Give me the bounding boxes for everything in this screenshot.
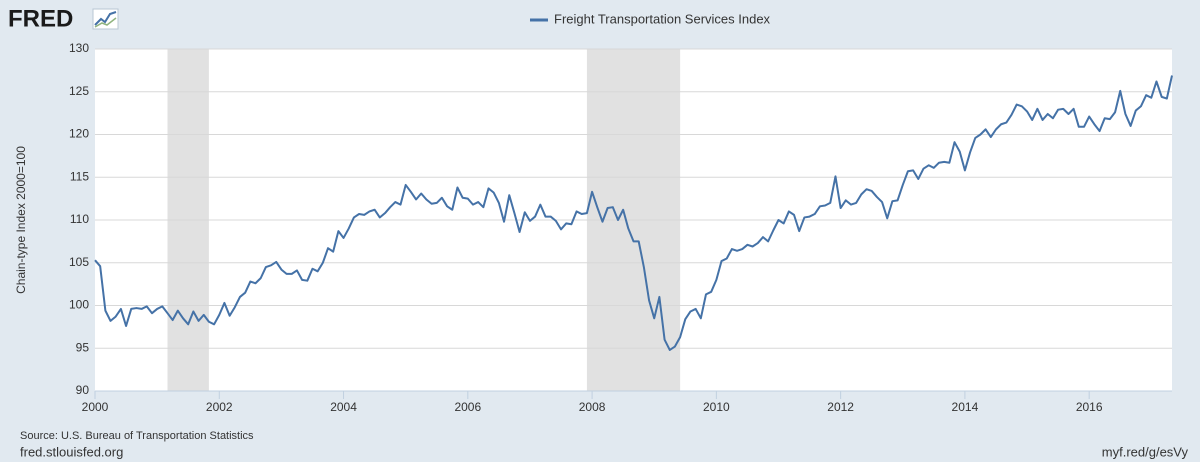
site-link[interactable]: fred.stlouisfed.org: [20, 444, 123, 459]
x-tick-label: 2010: [703, 400, 730, 414]
y-axis-label: Chain-type Index 2000=100: [14, 146, 28, 294]
y-tick-label: 100: [69, 298, 89, 312]
y-tick-label: 110: [70, 212, 89, 226]
logo[interactable]: FRED: [8, 5, 119, 32]
x-tick-label: 2016: [1076, 400, 1103, 414]
x-tick-label: 2000: [82, 400, 109, 414]
x-tick-label: 2014: [952, 400, 979, 414]
x-tick-label: 2008: [579, 400, 606, 414]
legend-label: Freight Transportation Services Index: [554, 11, 771, 26]
legend-item[interactable]: Freight Transportation Services Index: [530, 11, 771, 26]
x-tick-label: 2002: [206, 400, 233, 414]
logo-icon: [92, 8, 119, 30]
series-line: [94, 75, 1173, 351]
x-tick-label: 2006: [454, 400, 481, 414]
y-tick-label: 125: [69, 84, 89, 98]
logo-text: FRED: [8, 5, 73, 32]
x-tick-label: 2004: [330, 400, 357, 414]
y-tick-label: 90: [76, 383, 90, 397]
source: Source: U.S. Bureau of Transportation St…: [20, 430, 254, 442]
y-tick-label: 130: [69, 41, 89, 55]
y-tick-label: 115: [70, 169, 89, 183]
y-tick-label: 120: [69, 127, 89, 141]
x-tick-label: 2012: [827, 400, 854, 414]
short-url[interactable]: myf.red/g/esVy: [1102, 444, 1189, 459]
y-tick-label: 105: [69, 255, 89, 269]
y-tick-label: 95: [76, 340, 90, 354]
